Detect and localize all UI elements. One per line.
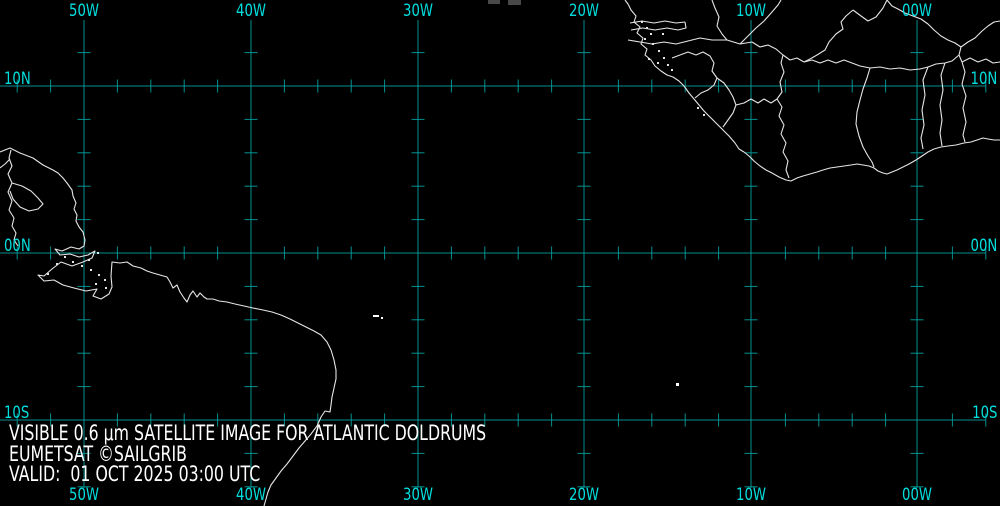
border-mali-northeast xyxy=(739,0,782,45)
islet xyxy=(703,114,705,116)
caption-valid-time: VALID: 01 OCT 2025 03:00 UTC xyxy=(9,462,261,486)
islet xyxy=(56,263,58,265)
islet xyxy=(97,252,99,254)
islet xyxy=(72,261,74,263)
border-ivory-coast-west xyxy=(776,54,785,100)
border-sierra-leone-east xyxy=(716,77,737,128)
caption-title: VISIBLE 0.6 μm SATELLITE IMAGE FOR ATLAN… xyxy=(9,421,487,445)
border-benin-nigeria xyxy=(961,61,967,143)
islet xyxy=(671,69,673,71)
border-burkina-top xyxy=(852,0,888,22)
border-guiana-border-edge xyxy=(0,158,11,169)
border-guiana-border-south xyxy=(9,182,44,212)
border-ivorycoast-ghana xyxy=(855,67,875,168)
islet xyxy=(105,287,107,289)
islet xyxy=(641,21,643,23)
border-gambia-north xyxy=(629,20,686,24)
islet xyxy=(657,62,659,64)
islet xyxy=(667,64,669,66)
islet xyxy=(662,33,664,35)
islet xyxy=(652,43,654,45)
fernando-de-noronha-islet xyxy=(381,317,383,319)
islet xyxy=(658,50,660,52)
border-burkina-east xyxy=(886,0,962,48)
islet xyxy=(648,58,650,60)
islet xyxy=(47,273,49,275)
border-liberia-ivorycoast xyxy=(776,98,790,179)
border-senegal-east xyxy=(711,0,728,41)
border-benin-north xyxy=(927,54,960,68)
ascension-island xyxy=(676,383,679,386)
border-nigeria-north-edge xyxy=(961,57,1000,64)
islet xyxy=(98,274,100,276)
clipped-text-artifact xyxy=(488,0,500,4)
islet xyxy=(644,38,646,40)
africa-coast-coastline xyxy=(624,0,1000,182)
border-liberia-north xyxy=(735,98,778,106)
islet xyxy=(663,57,665,59)
caption-credit: EUMETSAT ©SAILGRIB xyxy=(9,441,187,466)
border-niger-northeast xyxy=(960,20,1000,48)
border-sierra-leone-north xyxy=(671,51,718,99)
grid-layer xyxy=(0,20,987,488)
islet xyxy=(95,283,97,285)
border-togo-benin xyxy=(939,62,946,147)
islet xyxy=(646,27,648,29)
border-guinea-mali xyxy=(751,41,805,63)
islet xyxy=(104,279,106,281)
islet xyxy=(90,269,92,271)
islet xyxy=(81,265,83,267)
fernando-de-noronha xyxy=(373,315,379,317)
border-sahel-west xyxy=(627,37,753,45)
caption-block: VISIBLE 0.6 μm SATELLITE IMAGE FOR ATLAN… xyxy=(9,423,645,485)
island-layer xyxy=(47,0,705,386)
border-benin-niger xyxy=(958,46,963,63)
islet xyxy=(88,259,90,261)
islet xyxy=(650,33,652,35)
south-america-coast-coastline xyxy=(0,147,337,506)
islet xyxy=(697,107,699,109)
border-burkina-northwest xyxy=(803,9,854,63)
border-gambia-south xyxy=(630,21,687,31)
clipped-text-artifact xyxy=(508,0,521,5)
islet xyxy=(64,256,66,258)
border-burkina-south xyxy=(803,59,929,71)
border-guiana-border-west xyxy=(7,149,19,247)
border-ghana-togo xyxy=(920,66,929,150)
